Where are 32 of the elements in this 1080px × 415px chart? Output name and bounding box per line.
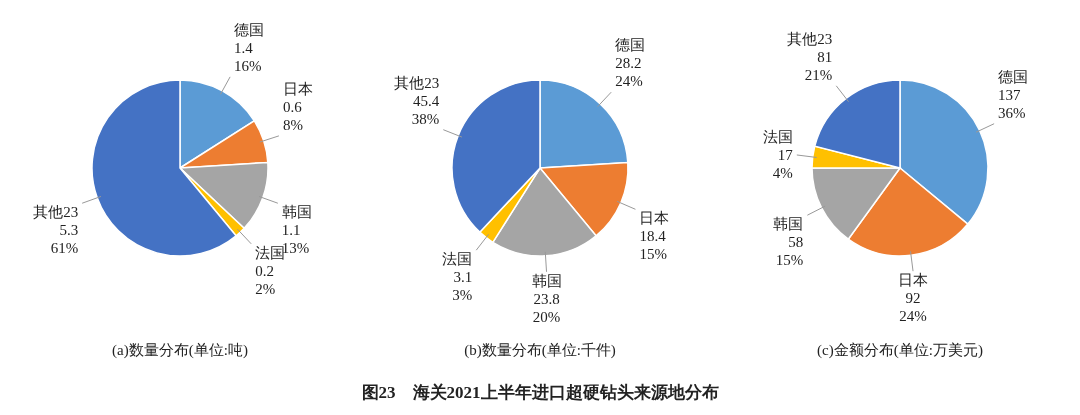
- data-label: 17 4%: [772, 146, 794, 181]
- slice-label: 其他23: [394, 74, 440, 91]
- slice-label: 韩国: [281, 204, 312, 221]
- text: (c)金额分布(单位:万美元): [817, 342, 983, 359]
- slice-label: 法国: [762, 128, 793, 145]
- caption: 图23 海关2021上半年进口超硬钻头来源地分布: [361, 383, 719, 402]
- data-label: 18.4 15%: [639, 228, 667, 263]
- data-label: 81 21%: [804, 48, 833, 83]
- slice-label: 法国: [442, 251, 473, 268]
- slice-label: 韩国: [531, 272, 562, 289]
- slice-label: 德国: [998, 68, 1029, 85]
- data-label: 3.1 3%: [452, 269, 473, 304]
- data-label: 1.4 16%: [234, 39, 262, 74]
- data-label: 5.3 61%: [50, 222, 79, 257]
- slice-label: 德国: [234, 21, 265, 38]
- slice-label: 韩国: [773, 216, 804, 233]
- slice-label: 其他23: [33, 204, 79, 221]
- data-label: 0.6 8%: [282, 98, 303, 133]
- slice-label: 其他23: [787, 30, 833, 47]
- slice-label: 德国: [615, 37, 646, 54]
- data-label: 137 36%: [998, 86, 1026, 121]
- data-label: 28.2 24%: [615, 55, 643, 90]
- data-label: 45.4 38%: [411, 92, 440, 127]
- data-label: 0.2 2%: [255, 262, 276, 297]
- slice-label: 日本: [639, 210, 670, 227]
- data-label: 92 24%: [899, 290, 927, 325]
- data-label: 58 15%: [775, 234, 804, 269]
- slice-label: 日本: [898, 272, 929, 289]
- text: (a)数量分布(单位:吨): [112, 342, 248, 359]
- text: (b)数量分布(单位:千件): [464, 342, 616, 359]
- data-label: 23.8 20%: [532, 290, 561, 325]
- slice-label: 日本: [282, 80, 313, 97]
